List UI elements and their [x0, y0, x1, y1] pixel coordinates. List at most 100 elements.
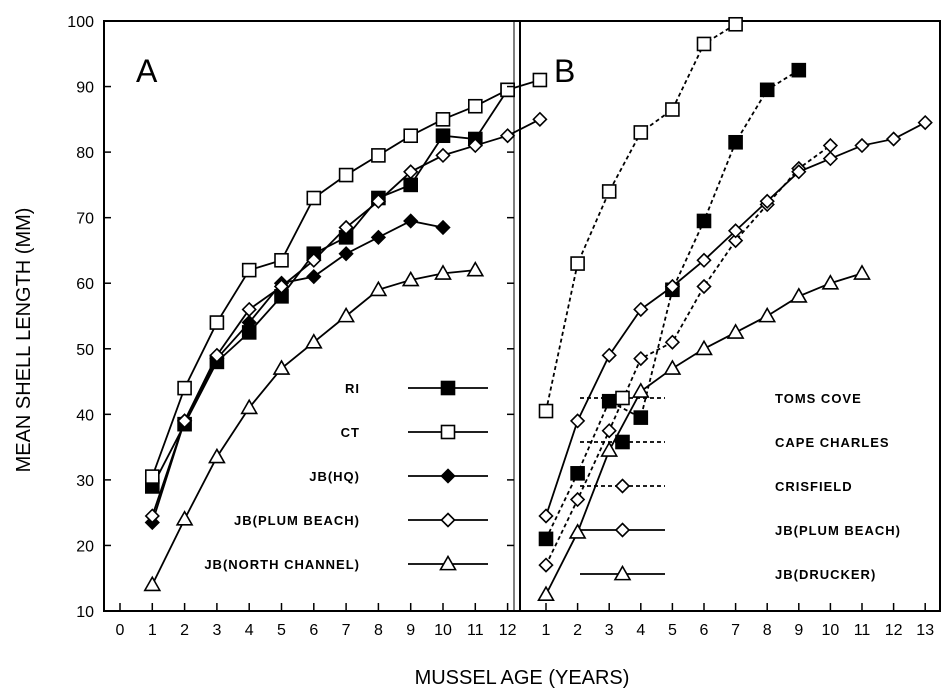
panel-a-series-jb-north-channel-point	[304, 333, 323, 349]
x-tick-label: 6	[309, 622, 318, 639]
panel-a-series-jb-plum-beach-point	[176, 413, 193, 429]
x-tick-label: 2	[573, 622, 582, 639]
panel-a-series-jb-hq-point	[370, 229, 387, 245]
panel-a-series-ri-legend-marker	[440, 380, 456, 396]
x-tick-label: 3	[212, 622, 221, 639]
panel-b-series-cape-charles-point	[759, 82, 775, 98]
x-tick-label: 11	[854, 622, 871, 639]
panel-b-series-crisfield-line	[545, 144, 831, 566]
panel-a-series-ct-point	[500, 82, 515, 98]
panel-b-series-cape-charles-legend-label: CAPE CHARLES	[775, 435, 890, 450]
x-tick-label: 12	[885, 622, 903, 639]
x-tick-label: 2	[180, 622, 189, 639]
x-tick-label: 9	[794, 622, 803, 639]
panel-a-series-jb-plum-beach-point	[403, 164, 419, 180]
x-tick-label: 13	[916, 622, 934, 639]
panel-b-series-jb-plum-beach-point	[633, 301, 649, 318]
panel-b-series-toms-cove-point	[665, 102, 680, 117]
panel-b-series-jb-plum-beach-point	[601, 347, 617, 363]
panel-b-series-cape-charles-legend-marker	[615, 434, 630, 450]
panel-b-series-jb-plum-beach-point	[569, 413, 586, 429]
panel-b-series-jb-drucker-point	[695, 339, 713, 356]
panel-a-series-ct-point	[274, 252, 289, 268]
series-lines	[151, 23, 926, 596]
panel-b-series-crisfield-point	[727, 232, 744, 249]
x-tick-label: 9	[406, 622, 415, 639]
panel-a-series-jb-north-channel-point	[401, 270, 420, 287]
panel-a-series-jb-plum-beach-point	[144, 508, 160, 524]
panel-a-series-jb-plum-beach-point	[467, 137, 483, 154]
panel-b-series-jb-drucker-point	[663, 359, 682, 375]
panel-b-series-jb-drucker-point	[726, 323, 745, 339]
x-tick-label: 5	[668, 622, 677, 639]
panel-b-series-jb-drucker-point	[631, 382, 650, 398]
panel-b-series-jb-plum-beach-point	[822, 151, 839, 167]
y-tick-label: 10	[76, 604, 94, 621]
panel-b-series-toms-cove-point	[538, 403, 554, 419]
panel-b-series-toms-cove-point	[601, 184, 617, 199]
panel-a-series-jb-hq-point	[306, 269, 322, 285]
panel-a-series-jb-plum-beach-legend-marker	[440, 512, 456, 528]
panel-b-series-jb-drucker-legend-marker	[613, 564, 632, 581]
panel-b-series-jb-plum-beach-point	[696, 252, 712, 268]
panel-a-letter: A	[136, 53, 158, 89]
x-tick-label: 7	[731, 622, 740, 639]
panel-b-series-jb-plum-beach-point	[791, 164, 807, 180]
x-tick-label: 6	[700, 622, 709, 639]
panel-a-series-ri-legend-label: RI	[345, 381, 360, 396]
panel-b-series-jb-drucker-legend-label: JB(DRUCKER)	[775, 567, 876, 582]
panel-b-series-jb-drucker-line	[545, 272, 863, 596]
panel-b-series-toms-cove-legend-marker	[615, 390, 630, 406]
panel-a-series-ct-point	[467, 98, 483, 114]
panel-a-series-jb-plum-beach-point	[273, 278, 290, 295]
panel-a-series-jb-hq-line	[151, 220, 444, 523]
panel-a-series-jb-north-channel-point	[434, 264, 452, 280]
x-tick-label: 0	[116, 622, 125, 639]
series-markers	[143, 16, 933, 602]
panel-b-series-cape-charles-point	[696, 213, 712, 229]
x-tick-label: 10	[822, 622, 840, 639]
panel-b-series-jb-plum-beach-point	[664, 278, 681, 295]
panel-a-series-jb-plum-beach-point	[435, 147, 451, 164]
x-tick-label: 8	[763, 622, 772, 639]
panel-b-series-cape-charles-point	[728, 134, 743, 150]
panel-a-series-jb-north-channel-point	[175, 510, 194, 526]
y-tick-label: 30	[76, 473, 94, 490]
panel-a-series-ct-point	[403, 128, 419, 144]
legends: RI CT JB(HQ) JB(PLUM BEACH) JB(NORTH CHANNEL…	[204, 380, 900, 582]
panel-b-series-cape-charles-point	[570, 466, 585, 481]
panel-a-series-jb-north-channel-point	[369, 280, 388, 297]
x-axis-title: MUSSEL AGE (YEARS)	[415, 667, 630, 689]
x-tick-label: 10	[434, 622, 452, 639]
y-tick-label: 100	[67, 14, 94, 31]
panel-a-series-jb-plum-beach-point	[370, 193, 387, 209]
panel-b-series-jb-drucker-point	[600, 441, 619, 457]
panel-b-series-cape-charles-point	[601, 393, 617, 409]
panel-a-series-jb-plum-beach-point	[306, 252, 322, 268]
panel-a-series-jb-hq-legend-marker	[440, 468, 456, 484]
x-tick-label: 4	[245, 622, 254, 639]
panel-b-series-crisfield-point	[569, 491, 586, 508]
panel-a-series-jb-north-channel-point	[240, 398, 259, 415]
panel-b-series-crisfield-point	[633, 350, 649, 367]
x-tick-label: 12	[499, 622, 517, 639]
panel-b-series-jb-plum-beach-point	[854, 137, 870, 154]
panel-a-series-ct-point	[209, 315, 225, 330]
panel-a-series-ct-point	[338, 167, 354, 183]
x-tick-label: 4	[636, 622, 645, 639]
panel-b-series-crisfield-legend-label: CRISFIELD	[775, 479, 853, 494]
panel-a-series-jb-north-channel-legend-marker	[439, 554, 457, 571]
panel-b-series-toms-cove-point	[570, 256, 585, 271]
panel-a-series-ct-point	[241, 262, 257, 278]
panel-b-series-jb-plum-beach-point	[759, 193, 775, 209]
panel-b-series-crisfield-point	[664, 334, 681, 350]
y-tick-label: 80	[76, 145, 94, 162]
panel-a-series-jb-north-channel-point	[272, 359, 291, 375]
panel-a-series-ct-point	[532, 72, 548, 88]
y-axis-title: MEAN SHELL LENGTH (MM)	[13, 208, 35, 473]
y-tick-label: 70	[76, 211, 94, 228]
panel-a-series-ct-legend-marker	[440, 424, 456, 440]
